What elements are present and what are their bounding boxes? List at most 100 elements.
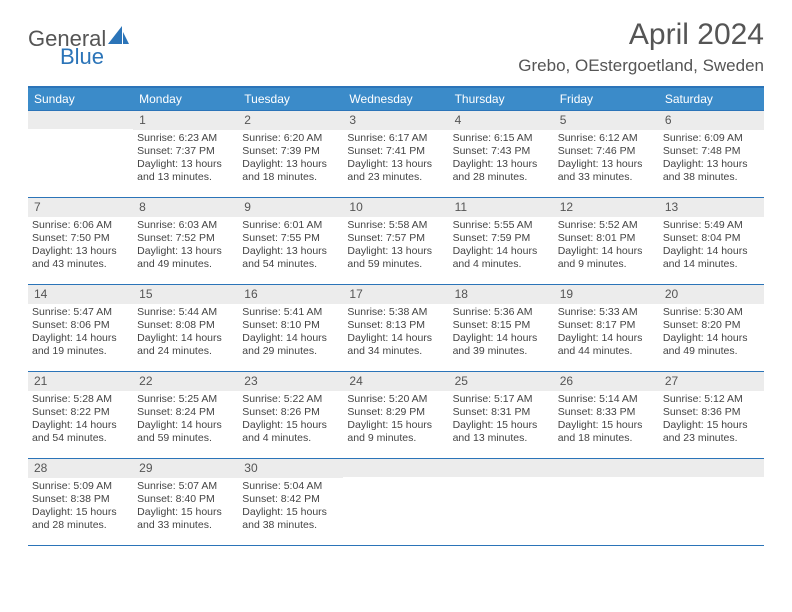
daylight-text: Daylight: 13 hours and 54 minutes. bbox=[242, 245, 339, 271]
sunset-text: Sunset: 8:17 PM bbox=[558, 319, 655, 332]
sunrise-text: Sunrise: 6:15 AM bbox=[453, 132, 550, 145]
day-number: 17 bbox=[343, 285, 448, 304]
sunrise-text: Sunrise: 5:41 AM bbox=[242, 306, 339, 319]
daylight-text: Daylight: 15 hours and 4 minutes. bbox=[242, 419, 339, 445]
sunrise-text: Sunrise: 5:25 AM bbox=[137, 393, 234, 406]
day-body: Sunrise: 6:20 AMSunset: 7:39 PMDaylight:… bbox=[238, 132, 343, 189]
week-row: 1Sunrise: 6:23 AMSunset: 7:37 PMDaylight… bbox=[28, 110, 764, 197]
sunset-text: Sunset: 8:08 PM bbox=[137, 319, 234, 332]
day-body: Sunrise: 6:23 AMSunset: 7:37 PMDaylight:… bbox=[133, 132, 238, 189]
dow-cell: Thursday bbox=[449, 88, 554, 110]
sunrise-text: Sunrise: 5:44 AM bbox=[137, 306, 234, 319]
day-body: Sunrise: 5:38 AMSunset: 8:13 PMDaylight:… bbox=[343, 306, 448, 363]
sunset-text: Sunset: 7:50 PM bbox=[32, 232, 129, 245]
day-body: Sunrise: 5:36 AMSunset: 8:15 PMDaylight:… bbox=[449, 306, 554, 363]
dow-cell: Tuesday bbox=[238, 88, 343, 110]
daylight-text: Daylight: 15 hours and 38 minutes. bbox=[242, 506, 339, 532]
daylight-text: Daylight: 13 hours and 59 minutes. bbox=[347, 245, 444, 271]
sunset-text: Sunset: 8:20 PM bbox=[663, 319, 760, 332]
dow-cell: Saturday bbox=[659, 88, 764, 110]
day-number: 16 bbox=[238, 285, 343, 304]
day-body: Sunrise: 6:06 AMSunset: 7:50 PMDaylight:… bbox=[28, 219, 133, 276]
sunset-text: Sunset: 7:41 PM bbox=[347, 145, 444, 158]
day-cell: 11 Sunrise: 5:55 AMSunset: 7:59 PMDayligh… bbox=[449, 198, 554, 284]
day-number bbox=[343, 459, 448, 477]
sunset-text: Sunset: 7:57 PM bbox=[347, 232, 444, 245]
day-number bbox=[659, 459, 764, 477]
sunrise-text: Sunrise: 5:30 AM bbox=[663, 306, 760, 319]
sunrise-text: Sunrise: 6:01 AM bbox=[242, 219, 339, 232]
sunrise-text: Sunrise: 6:06 AM bbox=[32, 219, 129, 232]
day-body: Sunrise: 6:01 AMSunset: 7:55 PMDaylight:… bbox=[238, 219, 343, 276]
day-cell bbox=[554, 459, 659, 545]
sunrise-text: Sunrise: 6:17 AM bbox=[347, 132, 444, 145]
day-cell: 3Sunrise: 6:17 AMSunset: 7:41 PMDaylight… bbox=[343, 111, 448, 197]
sunset-text: Sunset: 7:52 PM bbox=[137, 232, 234, 245]
location: Grebo, OEstergoetland, Sweden bbox=[518, 56, 764, 76]
day-body: Sunrise: 6:15 AMSunset: 7:43 PMDaylight:… bbox=[449, 132, 554, 189]
day-cell: 25Sunrise: 5:17 AMSunset: 8:31 PMDayligh… bbox=[449, 372, 554, 458]
daylight-text: Daylight: 14 hours and 49 minutes. bbox=[663, 332, 760, 358]
sunrise-text: Sunrise: 5:55 AM bbox=[453, 219, 550, 232]
day-number: 14 bbox=[28, 285, 133, 304]
sunrise-text: Sunrise: 5:52 AM bbox=[558, 219, 655, 232]
day-cell: 30Sunrise: 5:04 AMSunset: 8:42 PMDayligh… bbox=[238, 459, 343, 545]
sunrise-text: Sunrise: 5:47 AM bbox=[32, 306, 129, 319]
daylight-text: Daylight: 14 hours and 14 minutes. bbox=[663, 245, 760, 271]
daylight-text: Daylight: 15 hours and 13 minutes. bbox=[453, 419, 550, 445]
sunrise-text: Sunrise: 6:20 AM bbox=[242, 132, 339, 145]
sunset-text: Sunset: 7:37 PM bbox=[137, 145, 234, 158]
dow-cell: Sunday bbox=[28, 88, 133, 110]
week-row: 14Sunrise: 5:47 AMSunset: 8:06 PMDayligh… bbox=[28, 284, 764, 371]
sunset-text: Sunset: 8:29 PM bbox=[347, 406, 444, 419]
sunrise-text: Sunrise: 5:17 AM bbox=[453, 393, 550, 406]
day-cell bbox=[343, 459, 448, 545]
sunrise-text: Sunrise: 5:28 AM bbox=[32, 393, 129, 406]
daylight-text: Daylight: 14 hours and 39 minutes. bbox=[453, 332, 550, 358]
day-cell: 8Sunrise: 6:03 AMSunset: 7:52 PMDaylight… bbox=[133, 198, 238, 284]
sunset-text: Sunset: 8:15 PM bbox=[453, 319, 550, 332]
daylight-text: Daylight: 14 hours and 29 minutes. bbox=[242, 332, 339, 358]
sunset-text: Sunset: 8:31 PM bbox=[453, 406, 550, 419]
daylight-text: Daylight: 14 hours and 4 minutes. bbox=[453, 245, 550, 271]
sunrise-text: Sunrise: 5:22 AM bbox=[242, 393, 339, 406]
day-number: 23 bbox=[238, 372, 343, 391]
sunset-text: Sunset: 7:59 PM bbox=[453, 232, 550, 245]
daylight-text: Daylight: 13 hours and 38 minutes. bbox=[663, 158, 760, 184]
day-cell: 13Sunrise: 5:49 AMSunset: 8:04 PMDayligh… bbox=[659, 198, 764, 284]
week-row: 28Sunrise: 5:09 AMSunset: 8:38 PMDayligh… bbox=[28, 458, 764, 545]
week-row: 21Sunrise: 5:28 AMSunset: 8:22 PMDayligh… bbox=[28, 371, 764, 458]
daylight-text: Daylight: 13 hours and 13 minutes. bbox=[137, 158, 234, 184]
sunrise-text: Sunrise: 5:36 AM bbox=[453, 306, 550, 319]
sunset-text: Sunset: 8:33 PM bbox=[558, 406, 655, 419]
day-body: Sunrise: 6:09 AMSunset: 7:48 PMDaylight:… bbox=[659, 132, 764, 189]
daylight-text: Daylight: 15 hours and 28 minutes. bbox=[32, 506, 129, 532]
sunrise-text: Sunrise: 5:49 AM bbox=[663, 219, 760, 232]
daylight-text: Daylight: 13 hours and 28 minutes. bbox=[453, 158, 550, 184]
sunset-text: Sunset: 8:38 PM bbox=[32, 493, 129, 506]
day-number: 11 bbox=[449, 198, 554, 217]
sunset-text: Sunset: 8:10 PM bbox=[242, 319, 339, 332]
day-cell: 12Sunrise: 5:52 AMSunset: 8:01 PMDayligh… bbox=[554, 198, 659, 284]
day-number bbox=[449, 459, 554, 477]
daylight-text: Daylight: 14 hours and 44 minutes. bbox=[558, 332, 655, 358]
day-cell: 23Sunrise: 5:22 AMSunset: 8:26 PMDayligh… bbox=[238, 372, 343, 458]
day-cell: 27Sunrise: 5:12 AMSunset: 8:36 PMDayligh… bbox=[659, 372, 764, 458]
day-number: 30 bbox=[238, 459, 343, 478]
day-number: 4 bbox=[449, 111, 554, 130]
day-cell: 17 Sunrise: 5:38 AMSunset: 8:13 PMDayligh… bbox=[343, 285, 448, 371]
day-body: Sunrise: 5:41 AMSunset: 8:10 PMDaylight:… bbox=[238, 306, 343, 363]
daylight-text: Daylight: 14 hours and 19 minutes. bbox=[32, 332, 129, 358]
day-body: Sunrise: 6:12 AMSunset: 7:46 PMDaylight:… bbox=[554, 132, 659, 189]
day-body: Sunrise: 5:07 AMSunset: 8:40 PMDaylight:… bbox=[133, 480, 238, 537]
logo-text-2: Blue bbox=[60, 44, 104, 70]
day-body: Sunrise: 5:17 AMSunset: 8:31 PMDaylight:… bbox=[449, 393, 554, 450]
logo-sail-icon bbox=[108, 26, 130, 52]
daylight-text: Daylight: 15 hours and 9 minutes. bbox=[347, 419, 444, 445]
day-cell: 15Sunrise: 5:44 AMSunset: 8:08 PMDayligh… bbox=[133, 285, 238, 371]
day-cell: 16 Sunrise: 5:41 AMSunset: 8:10 PMDayligh… bbox=[238, 285, 343, 371]
day-number: 28 bbox=[28, 459, 133, 478]
week-row: 7Sunrise: 6:06 AMSunset: 7:50 PMDaylight… bbox=[28, 197, 764, 284]
day-number: 7 bbox=[28, 198, 133, 217]
title-block: April 2024 Grebo, OEstergoetland, Sweden bbox=[518, 18, 764, 76]
